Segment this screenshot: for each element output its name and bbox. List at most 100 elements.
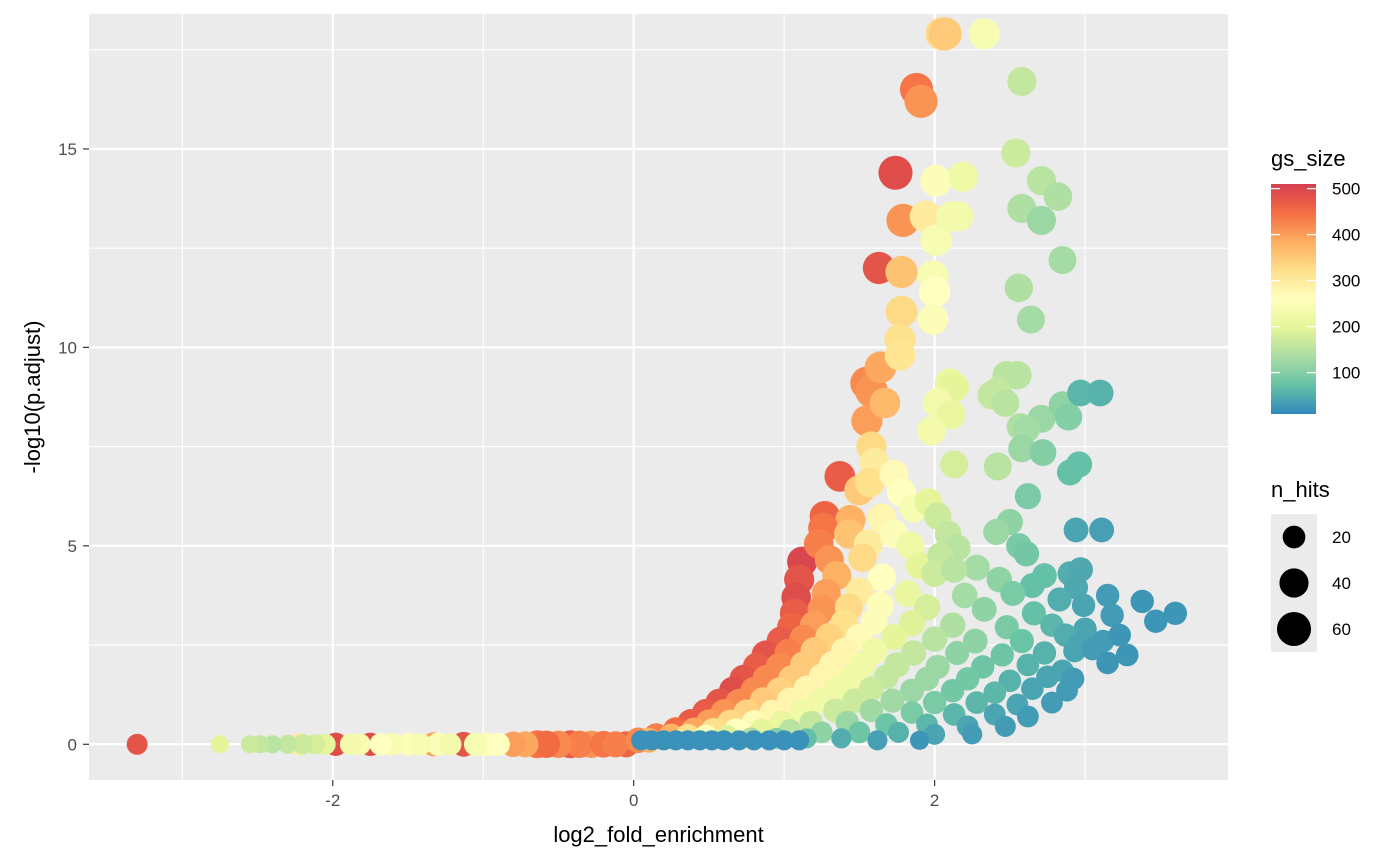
data-point (943, 201, 974, 232)
data-point (962, 724, 983, 745)
data-point (948, 161, 979, 192)
x-tick-label: -2 (325, 791, 340, 810)
data-point (1029, 439, 1057, 466)
data-point (918, 276, 951, 308)
data-point (894, 580, 921, 607)
data-point (878, 155, 913, 190)
data-point (1041, 691, 1063, 714)
x-axis-title: log2_fold_enrichment (553, 822, 763, 847)
data-point (848, 721, 871, 744)
data-point (880, 624, 908, 651)
data-point (951, 582, 978, 609)
data-point (1013, 541, 1040, 567)
data-point (240, 735, 260, 754)
data-point (1144, 609, 1168, 633)
data-point (855, 467, 885, 498)
color-legend-title: gs_size (1271, 146, 1346, 171)
data-point (968, 18, 1000, 50)
size-legend-dot (1282, 525, 1306, 549)
data-point (831, 728, 852, 749)
data-point (867, 563, 896, 592)
data-point (1100, 603, 1124, 627)
y-tick-label: 15 (58, 140, 77, 159)
data-point (438, 732, 462, 756)
size-legend-label: 60 (1332, 620, 1351, 639)
data-point (1047, 587, 1072, 612)
data-point (1071, 593, 1096, 618)
data-point (920, 164, 952, 197)
size-legend-dot (1279, 568, 1309, 598)
data-point (210, 735, 229, 754)
data-point (939, 612, 966, 638)
data-point (940, 450, 969, 479)
size-legend: n_hits 20 40 60 (1271, 477, 1351, 652)
data-point (1115, 643, 1139, 667)
data-point (899, 678, 925, 703)
data-point (1016, 653, 1040, 677)
color-legend-label: 100 (1332, 364, 1360, 383)
data-point (983, 452, 1012, 481)
size-legend-dot (1276, 611, 1312, 647)
data-point (940, 678, 965, 703)
data-point (1095, 583, 1120, 608)
data-point (532, 730, 561, 758)
data-point (1007, 66, 1037, 97)
data-point (1016, 705, 1039, 728)
data-point (774, 730, 795, 751)
data-point (126, 733, 148, 755)
color-bar-ticks: 100 200 300 400 500 (1271, 180, 1360, 383)
data-point (887, 721, 909, 743)
data-point (789, 730, 810, 751)
data-point (292, 734, 313, 755)
data-point (990, 643, 1015, 667)
data-point (991, 388, 1020, 417)
data-point (1008, 434, 1036, 463)
data-point (1067, 379, 1094, 407)
data-point (921, 626, 948, 652)
data-point (880, 688, 905, 713)
data-point (971, 596, 997, 622)
data-point (369, 732, 393, 756)
data-point (983, 681, 1007, 705)
data-point (884, 339, 916, 371)
data-point (1086, 379, 1114, 407)
data-point (941, 556, 968, 583)
data-point (1096, 651, 1119, 675)
data-point (924, 723, 946, 745)
size-legend-label: 20 (1332, 528, 1351, 547)
data-point (339, 733, 362, 756)
data-point (1163, 601, 1188, 626)
data-point (909, 730, 930, 750)
color-legend-label: 400 (1332, 226, 1360, 245)
x-tick-label: 2 (930, 791, 939, 810)
data-point (1019, 573, 1045, 598)
data-point (904, 84, 938, 118)
data-point (565, 730, 594, 758)
y-tick-label: 5 (68, 537, 77, 556)
data-point (917, 416, 947, 446)
data-point (920, 224, 952, 257)
size-legend-label: 40 (1332, 574, 1351, 593)
data-point (917, 304, 949, 335)
y-tick-label: 10 (58, 338, 77, 357)
axes: -2 0 2 0 5 10 15 (58, 140, 939, 810)
data-point (1081, 637, 1104, 661)
data-point (983, 518, 1010, 546)
data-point (1063, 517, 1089, 543)
y-tick-label: 0 (68, 735, 77, 754)
size-legend-title: n_hits (1271, 477, 1330, 502)
data-point (1032, 641, 1057, 665)
data-point (885, 295, 918, 328)
data-point (921, 560, 948, 588)
data-point (1056, 679, 1078, 702)
data-point (1016, 305, 1045, 334)
data-point (945, 640, 970, 666)
data-point (1014, 483, 1041, 510)
data-point (713, 730, 734, 751)
data-point (1063, 639, 1086, 663)
color-legend-label: 500 (1332, 180, 1360, 199)
data-point (1004, 273, 1034, 303)
data-point (728, 730, 750, 751)
data-point (743, 730, 765, 751)
